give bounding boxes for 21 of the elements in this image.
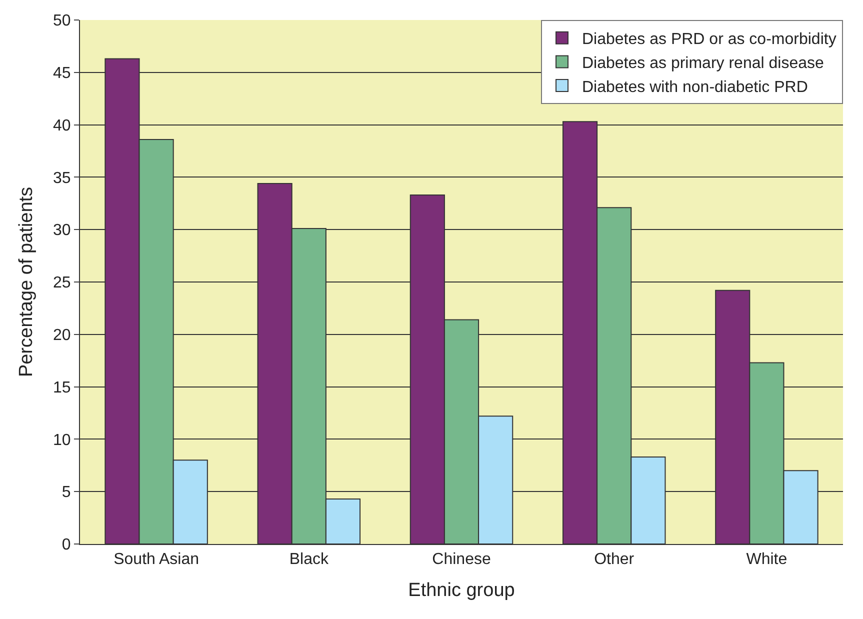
y-tick-label: 5 (62, 484, 71, 502)
legend-label: Diabetes as PRD or as co-morbidity (582, 31, 836, 48)
y-tick-label: 50 (53, 12, 71, 30)
y-tick-label: 15 (53, 379, 71, 396)
legend-label: Diabetes with non-diabetic PRD (582, 78, 808, 96)
y-tick-label: 0 (62, 536, 71, 554)
y-tick-label: 30 (53, 222, 71, 240)
legend-label: Diabetes as primary renal disease (582, 54, 824, 72)
y-tick-label: 25 (53, 274, 71, 292)
y-axis-title: Percentage of patients (16, 186, 37, 378)
y-tick-label: 10 (53, 432, 71, 449)
y-tick-label: 45 (53, 65, 71, 82)
y-tick-label: 20 (53, 327, 71, 344)
x-tick-label: South Asian (114, 551, 200, 568)
y-tick-label: 40 (53, 117, 71, 134)
y-tick-label: 35 (53, 170, 71, 187)
x-tick-label: White (746, 551, 788, 568)
x-axis-title: Ethnic group (408, 580, 515, 601)
x-tick-label: Other (594, 551, 635, 568)
x-tick-label: Chinese (432, 551, 491, 568)
x-tick-label: Black (289, 551, 330, 568)
